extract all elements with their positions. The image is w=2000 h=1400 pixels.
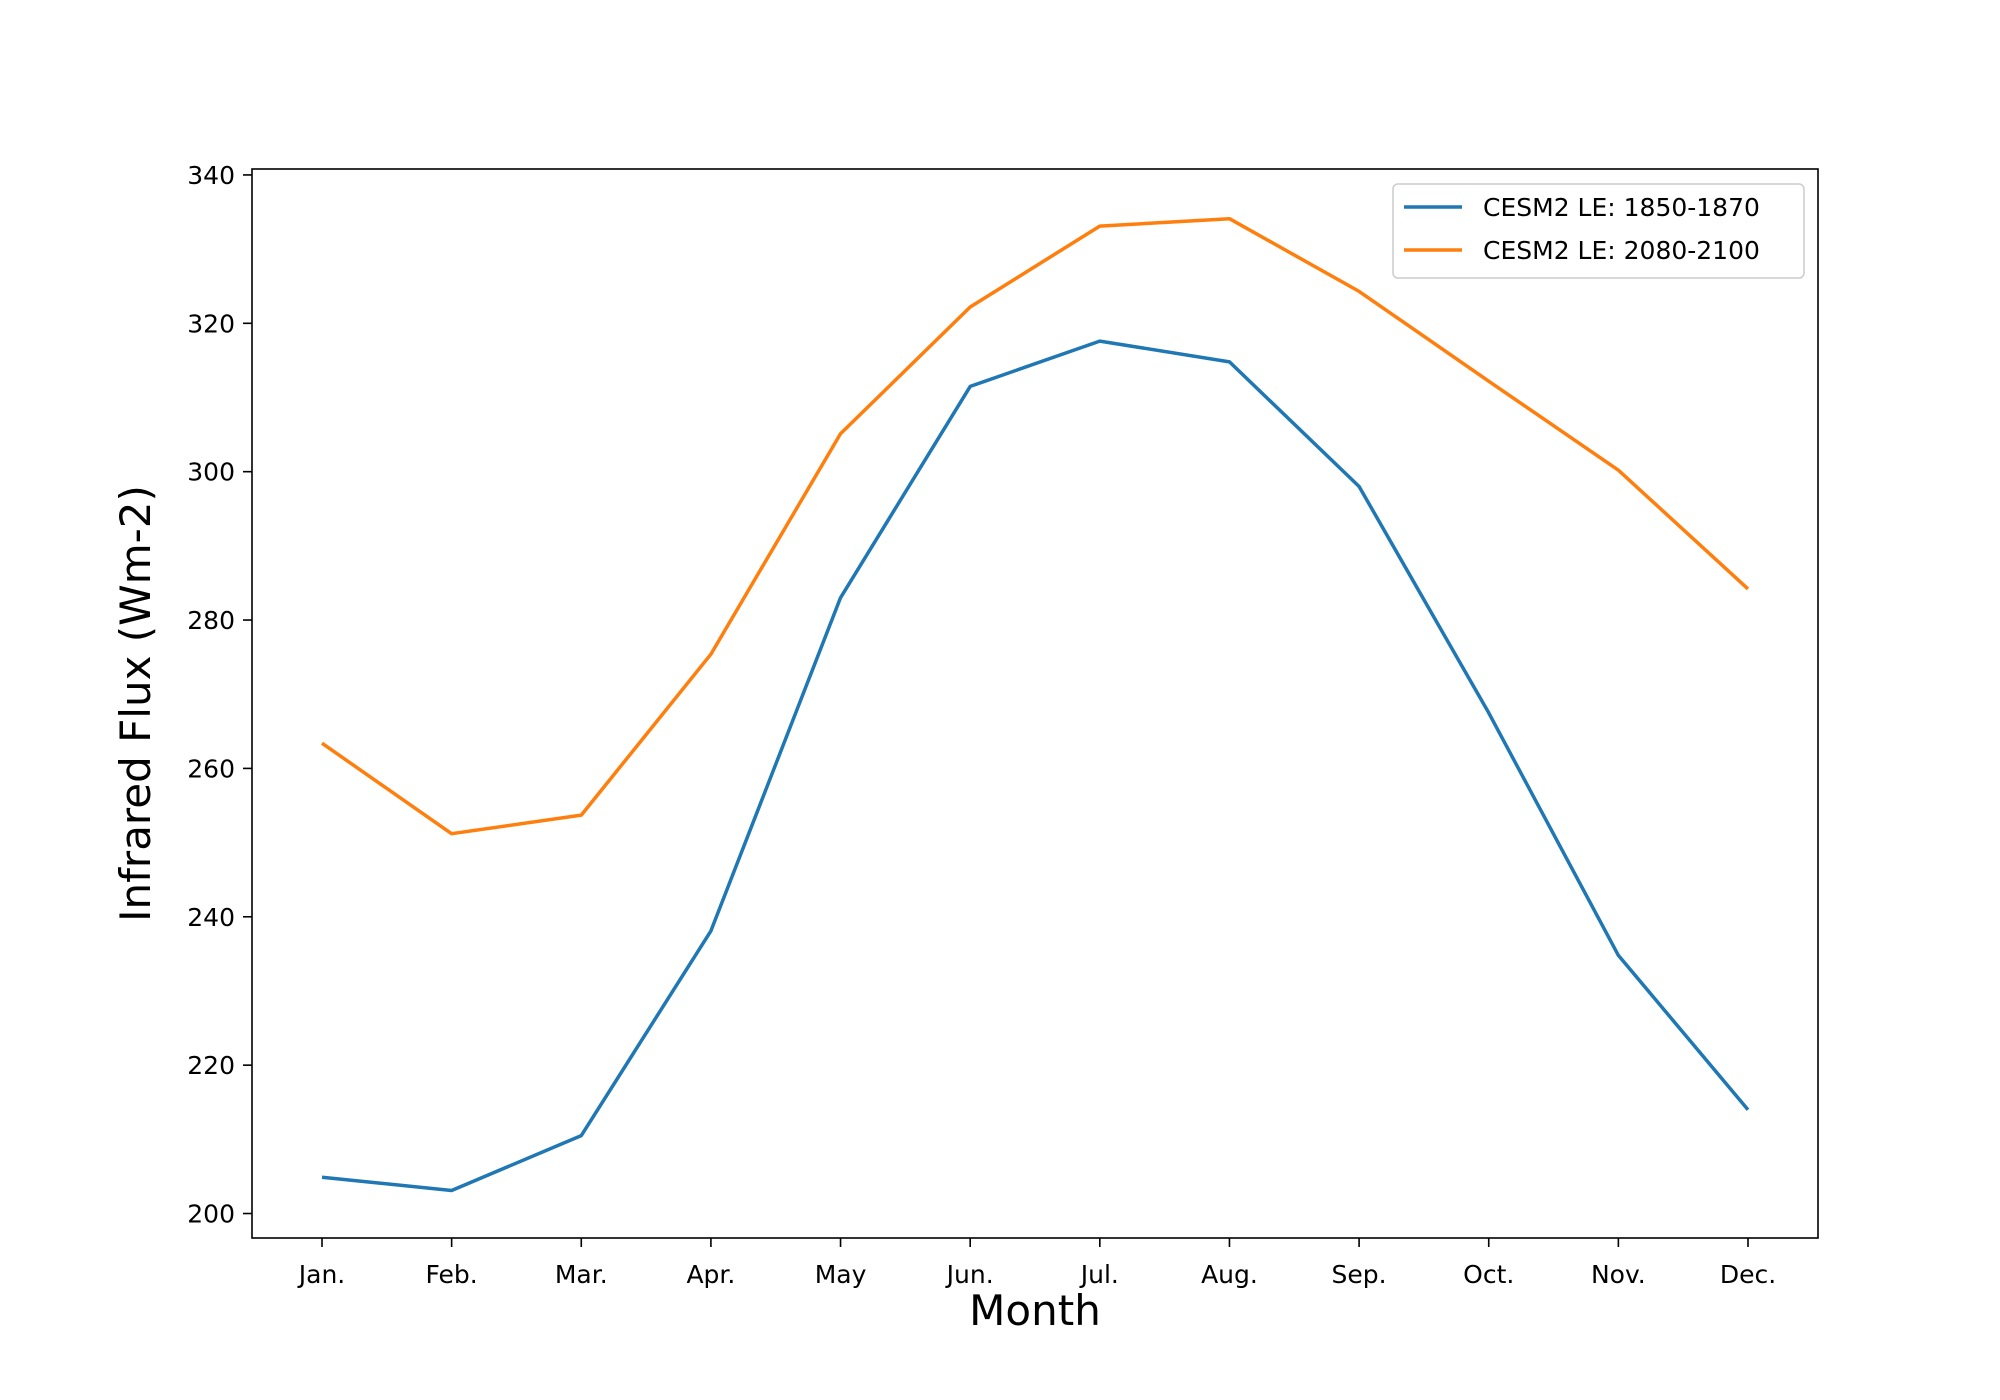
y-axis-title: Infrared Flux (Wm-2) [111, 485, 160, 922]
y-axis: 200 220 240 260 280 300 320 340 [187, 161, 252, 1229]
y-tick-label: 220 [187, 1051, 235, 1080]
x-tick-label: Oct. [1463, 1260, 1514, 1289]
y-tick-label: 300 [187, 458, 235, 487]
legend-label-1850-1870: CESM2 LE: 1850-1870 [1483, 193, 1760, 222]
x-tick-label: Jan. [297, 1260, 345, 1289]
y-tick-label: 280 [187, 606, 235, 635]
series-lines [320, 216, 1750, 1193]
x-tick-label: Dec. [1720, 1260, 1776, 1289]
x-tick-label: Apr. [686, 1260, 735, 1289]
y-tick-label: 340 [187, 161, 235, 190]
x-tick-label: Aug. [1201, 1260, 1258, 1289]
legend-label-2080-2100: CESM2 LE: 2080-2100 [1483, 236, 1760, 265]
x-tick-label: Mar. [555, 1260, 608, 1289]
series-line-2080-2100 [320, 216, 1750, 836]
y-tick-label: 240 [187, 903, 235, 932]
y-tick-label: 200 [187, 1200, 235, 1229]
x-tick-label: Jun. [945, 1260, 994, 1289]
x-tick-label: Jul. [1079, 1260, 1119, 1289]
y-tick-label: 320 [187, 309, 235, 338]
x-tick-label: Nov. [1591, 1260, 1646, 1289]
x-axis-title: Month [969, 1286, 1101, 1335]
y-tick-label: 260 [187, 754, 235, 783]
legend-box [1392, 183, 1805, 279]
series-line-1850-1870 [321, 339, 1750, 1193]
plot-area [251, 168, 1819, 1239]
axes-frame [251, 168, 1819, 1239]
x-tick-label: May [815, 1260, 867, 1289]
legend: CESM2 LE: 1850-1870 CESM2 LE: 2080-2100 [1392, 183, 1805, 279]
x-tick-label: Feb. [426, 1260, 478, 1289]
x-tick-label: Sep. [1332, 1260, 1387, 1289]
x-axis: Jan. Feb. Mar. Apr. May Jun. Jul. Aug. Sep. Oct. N… [297, 1238, 1776, 1289]
